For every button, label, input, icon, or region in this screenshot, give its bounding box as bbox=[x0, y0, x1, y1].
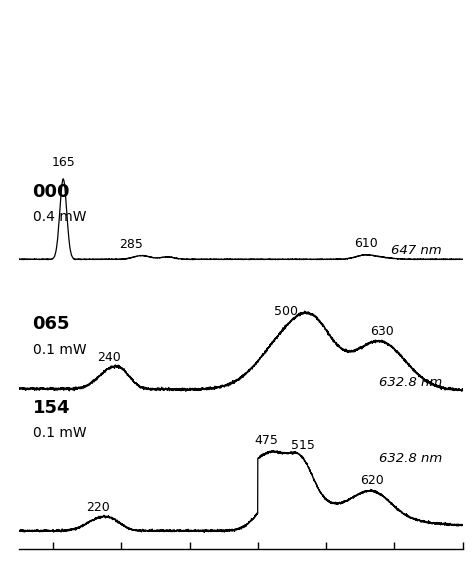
Text: 610: 610 bbox=[354, 238, 378, 250]
Text: 285: 285 bbox=[119, 238, 143, 251]
Text: 220: 220 bbox=[86, 501, 110, 514]
Text: 0.4 mW: 0.4 mW bbox=[33, 210, 86, 224]
Text: 632.8 nm: 632.8 nm bbox=[379, 453, 442, 465]
Text: 630: 630 bbox=[370, 325, 394, 338]
Text: 515: 515 bbox=[291, 439, 315, 452]
Text: 632.8 nm: 632.8 nm bbox=[379, 376, 442, 389]
Text: 620: 620 bbox=[361, 473, 384, 487]
Text: 065: 065 bbox=[33, 315, 70, 333]
Text: 475: 475 bbox=[254, 434, 278, 447]
Text: 0.1 mW: 0.1 mW bbox=[33, 343, 86, 357]
Text: 165: 165 bbox=[51, 155, 75, 169]
Text: 0.1 mW: 0.1 mW bbox=[33, 427, 86, 440]
Text: 000: 000 bbox=[33, 183, 70, 201]
Text: 240: 240 bbox=[97, 351, 121, 364]
Text: 500: 500 bbox=[274, 305, 298, 318]
Text: 647 nm: 647 nm bbox=[391, 244, 442, 257]
Text: 154: 154 bbox=[33, 399, 70, 417]
